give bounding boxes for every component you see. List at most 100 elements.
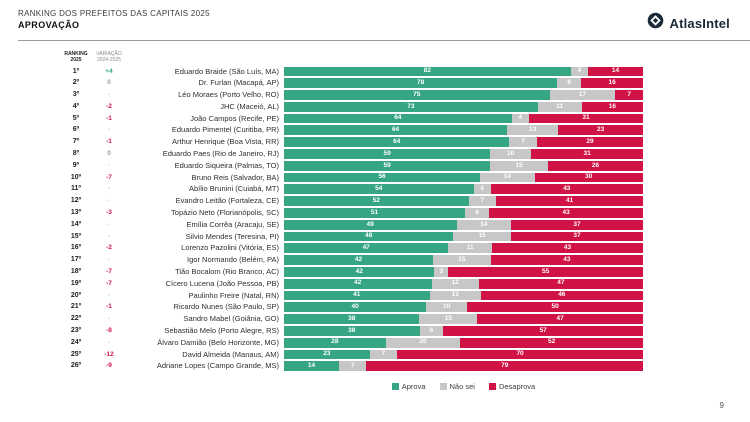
mayor-name: Sebastião Melo (Porto Alegre, RS): [164, 326, 279, 336]
variation-label: -3: [106, 209, 112, 217]
nao-sei-value: 7: [350, 362, 355, 370]
stacked-bar: 14 7 79: [284, 361, 643, 372]
table-row: 12º - Evandro Leitão (Fortaleza, CE) 52 …: [58, 196, 750, 207]
bar-segment-desaprova: 46: [480, 290, 643, 301]
variation-label: -7: [106, 173, 112, 181]
bar-segment-aprova: 42: [284, 278, 432, 289]
variation-label: -8: [106, 327, 112, 335]
table-row: 17º - Igor Normando (Belém, PA) 42 15 43: [58, 255, 750, 266]
desaprova-value: 37: [573, 232, 581, 240]
aprova-value: 40: [351, 303, 359, 311]
header-divider: [18, 40, 750, 41]
column-headers: RANKING 2025 VARIAÇÃO 2024-2025: [58, 51, 750, 64]
mayor-name: Sandro Mabel (Goiânia, GO): [183, 314, 279, 324]
mayor-name: Paulinho Freire (Natal, RN): [188, 290, 279, 300]
aprova-value: 42: [354, 279, 362, 287]
nao-sei-value: 6: [475, 208, 479, 216]
bar-segment-nao-sei: 6: [419, 326, 444, 336]
legend-item: Não sei: [439, 382, 475, 392]
stacked-bar: 49 14 37: [284, 219, 643, 230]
stacked-bar: 38 15 47: [284, 314, 643, 325]
rank-label: 18º: [70, 268, 82, 276]
mayor-name: Silvio Mendes (Teresina, PI): [185, 231, 279, 241]
stacked-bar: 42 3 55: [284, 267, 644, 277]
nao-sei-value: 4: [480, 185, 484, 193]
rank-label: 11º: [71, 185, 81, 193]
bar-segment-desaprova: 43: [492, 243, 643, 254]
bar-segment-nao-sei: 17: [549, 90, 616, 100]
bar-segment-aprova: 23: [284, 349, 370, 360]
mayor-name: Arthur Henrique (Boa Vista, RR): [172, 137, 279, 147]
desaprova-value: 47: [556, 314, 564, 322]
legend-label: Desaprova: [498, 382, 536, 392]
stacked-bar: 52 7 41: [284, 196, 643, 207]
bar-segment-desaprova: 57: [443, 326, 643, 336]
nao-sei-value: 15: [515, 161, 523, 169]
rank-label: 2º: [72, 79, 80, 87]
desaprova-value: 43: [563, 185, 571, 193]
legend-label: Não sei: [449, 382, 475, 392]
desaprova-value: 16: [608, 102, 616, 110]
bar-segment-desaprova: 37: [510, 231, 643, 242]
bar-segment-aprova: 78: [284, 78, 558, 89]
bar-segment-aprova: 64: [284, 113, 512, 124]
legend-label: Aprova: [401, 382, 426, 392]
bar-segment-aprova: 54: [284, 184, 474, 195]
bar-segment-nao-sei: 11: [448, 243, 493, 254]
table-row: 23º -8 Sebastião Melo (Porto Alegre, RS)…: [58, 326, 750, 336]
variation-label: -: [107, 161, 111, 169]
table-row: 4º -2 JHC (Maceió, AL) 73 11 16: [58, 101, 750, 112]
mayor-name: Dr. Furlan (Macapá, AP): [198, 78, 279, 88]
variation-label: -12: [104, 350, 114, 358]
aprova-value: 23: [323, 350, 331, 358]
nao-sei-value: 6: [429, 326, 434, 334]
bar-segment-desaprova: 14: [588, 66, 644, 77]
bar-segment-aprova: 59: [284, 149, 491, 159]
table-row: 18º -7 Tião Bocalom (Rio Branco, AC) 42 …: [58, 267, 750, 277]
mayor-name: Igor Normando (Belém, PA): [187, 255, 279, 265]
bar-segment-aprova: 64: [284, 137, 510, 148]
stacked-bar: 64 4 31: [284, 113, 644, 124]
mayor-name: Topázio Neto (Florianópolis, SC): [171, 208, 279, 218]
aprova-value: 28: [331, 338, 339, 346]
rank-label: 9º: [72, 161, 80, 169]
desaprova-value: 50: [551, 303, 559, 311]
variation-label: -: [107, 291, 111, 299]
column-header-ranking: RANKING 2025: [64, 51, 88, 64]
stacked-bar: 48 15 37: [284, 231, 643, 242]
nao-sei-value: 10: [443, 303, 451, 311]
bar-segment-nao-sei: 20: [385, 337, 461, 348]
rank-label: 3º: [72, 91, 80, 99]
rank-label: 8º: [72, 150, 80, 158]
desaprova-value: 31: [582, 114, 590, 122]
table-row: 26º -9 Adriane Lopes (Campo Grande, MS) …: [58, 361, 750, 372]
rank-label: 16º: [70, 244, 82, 252]
bar-segment-aprova: 51: [284, 208, 466, 218]
bar-segment-desaprova: 41: [495, 196, 643, 207]
report-header: RANKING DOS PREFEITOS DAS CAPITAIS 2025 …: [0, 0, 750, 34]
rank-label: 7º: [72, 138, 80, 146]
desaprova-value: 55: [542, 267, 550, 275]
bar-segment-desaprova: 70: [397, 349, 643, 360]
nao-sei-value: 14: [480, 220, 488, 228]
stacked-bar: 28 20 52: [284, 337, 643, 348]
bar-segment-desaprova: 43: [489, 208, 643, 218]
chart-legend: Aprova Não sei Desaprova: [284, 382, 643, 391]
rank-label: 26º: [70, 362, 82, 370]
desaprova-value: 31: [583, 149, 591, 157]
desaprova-value: 46: [558, 291, 566, 299]
aprova-value: 47: [362, 244, 370, 252]
table-row: 1º +4 Eduardo Braide (São Luís, MA) 82 4…: [58, 66, 750, 77]
variation-label: -: [107, 185, 111, 193]
bar-segment-desaprova: 31: [531, 149, 643, 159]
bar-segment-nao-sei: 12: [431, 278, 479, 289]
table-row: 6º - Eduardo Pimentel (Curitiba, PR) 64 …: [58, 125, 750, 136]
bar-segment-desaprova: 30: [534, 172, 643, 183]
bar-segment-desaprova: 7: [615, 90, 644, 100]
nao-sei-value: 4: [577, 67, 582, 75]
aprova-value: 59: [383, 161, 391, 169]
bar-segment-aprova: 38: [284, 314, 420, 325]
desaprova-value: 30: [585, 173, 593, 181]
bar-segment-desaprova: 55: [448, 267, 644, 277]
desaprova-value: 7: [627, 90, 631, 98]
